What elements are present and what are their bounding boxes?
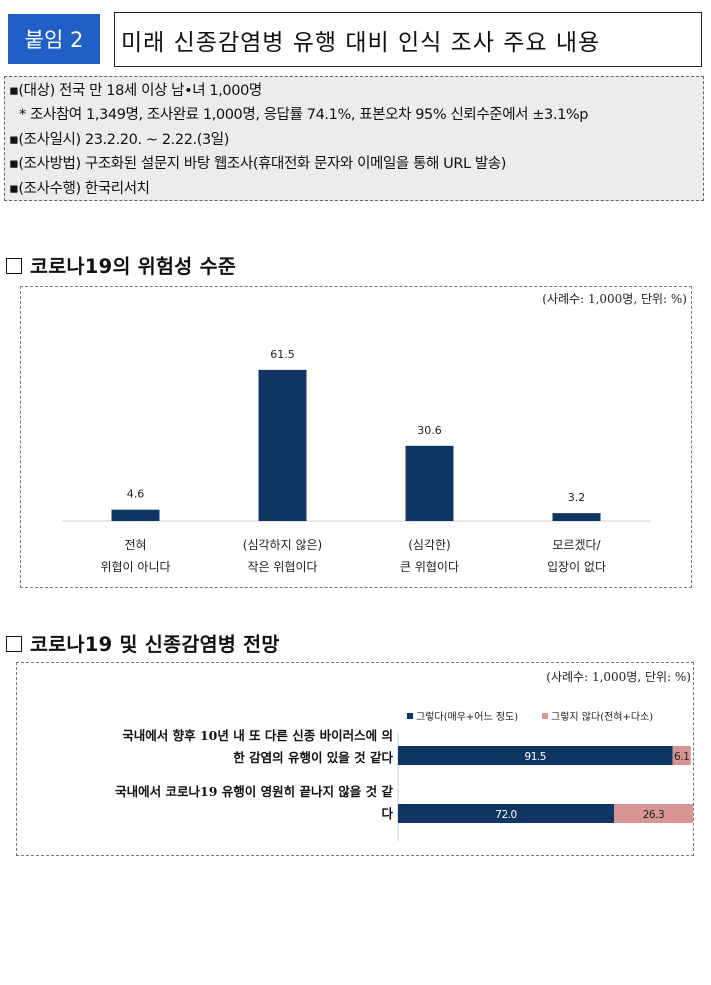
bar-3 — [552, 513, 601, 521]
info-line-method: ▪(조사방법) 구조화된 설문지 바탕 웹조사(휴대전화 문자와 이메일을 통해… — [9, 156, 507, 173]
chart1-unit-note: (사례수: 1,000명, 단위: %) — [542, 292, 687, 306]
bar-row1-series0 — [398, 804, 614, 823]
bar-value-label-0: 4.6 — [127, 488, 145, 501]
bar-row0-series0 — [398, 746, 673, 765]
question-1-line-1: 국내에서 향후 10년 내 또 다른 신종 바이러스에 의 — [122, 728, 393, 743]
question-1: 국내에서 향후 10년 내 또 다른 신종 바이러스에 의 한 감염의 유행이 … — [21, 725, 393, 769]
info-line-target: ▪(대상) 전국 만 18세 이상 남•녀 1,000명 — [9, 83, 262, 99]
category-label-3-1: 입장이 없다 — [547, 560, 606, 574]
legend-label-0: 그렇다(매우+어느 정도) — [416, 710, 518, 723]
legend-label-1: 그렇지 않다(전혀+다소) — [551, 710, 653, 723]
chart2-unit-note: (사례수: 1,000명, 단위: %) — [546, 670, 691, 684]
section1-heading: 코로나19의 위험성 수준 — [6, 250, 236, 279]
question-2-line-1: 국내에서 코로나19 유행이 영원히 끝나지 않을 것 같 — [115, 784, 393, 799]
bar-row0-series1 — [672, 746, 691, 765]
bar-value-label-1: 61.5 — [270, 348, 295, 361]
category-label-2-0: (심각한) — [408, 538, 450, 552]
checkbox-square-icon — [6, 258, 22, 274]
category-label-0-0: 전혀 — [124, 538, 146, 552]
survey-info-box: ▪(대상) 전국 만 18세 이상 남•녀 1,000명 * 조사참여 1,34… — [4, 76, 704, 201]
attachment-badge: 붙임 2 — [8, 14, 100, 64]
bar-value-label-row0-series1: 6.1 — [674, 751, 689, 763]
section2-heading: 코로나19 및 신종감염병 전망 — [6, 628, 280, 657]
bar-0 — [111, 509, 160, 521]
category-label-0-1: 위협이 아니다 — [100, 560, 170, 574]
outlook-chart: (사례수: 1,000명, 단위: %) 국내에서 향후 10년 내 또 다른 … — [16, 662, 694, 856]
bar-2 — [405, 445, 454, 521]
category-label-1-0: (심각하지 않은) — [243, 538, 322, 552]
category-label-2-1: 큰 위협이다 — [400, 560, 459, 574]
bar-value-label-row1-series1: 26.3 — [643, 809, 664, 821]
checkbox-square-icon — [6, 636, 22, 652]
info-line-period: ▪(조사일시) 23.2.20. ~ 2.22.(3일) — [9, 131, 230, 148]
section2-title: 코로나19 및 신종감염병 전망 — [30, 633, 280, 656]
info-line-agency: ▪(조사수행) 한국리서치 — [9, 180, 150, 197]
category-label-1-1: 작은 위협이다 — [247, 560, 317, 574]
outlook-stacked-bar-chart: 그렇다(매우+어느 정도) 그렇지 않다(전혀+다소) 91.5 6.1 72.0 26.… — [397, 710, 693, 841]
question-1-line-2: 한 감염의 유행이 있을 것 같다 — [233, 750, 393, 765]
bar-value-label-3: 3.2 — [568, 491, 586, 504]
category-label-3-0: 모르겠다/ — [552, 538, 601, 552]
bar-value-label-row1-series0: 72.0 — [495, 809, 516, 821]
question-2: 국내에서 코로나19 유행이 영원히 끝나지 않을 것 같 다 — [21, 781, 393, 825]
bar-row1-series1 — [614, 804, 693, 823]
legend-swatch-1 — [542, 713, 548, 719]
question-2-line-2: 다 — [381, 806, 393, 821]
bar-value-label-row0-series0: 91.5 — [525, 751, 546, 763]
header: 붙임 2 미래 신종감염병 유행 대비 인식 조사 주요 내용 — [8, 12, 702, 67]
bar-1 — [258, 369, 307, 521]
info-line-response: * 조사참여 1,349명, 조사완료 1,000명, 응답률 74.1%, 표… — [19, 107, 589, 124]
bar-value-label-2: 30.6 — [417, 424, 442, 437]
page-title: 미래 신종감염병 유행 대비 인식 조사 주요 내용 — [114, 12, 702, 67]
section1-title: 코로나19의 위험성 수준 — [30, 255, 237, 278]
legend-swatch-0 — [407, 713, 413, 719]
